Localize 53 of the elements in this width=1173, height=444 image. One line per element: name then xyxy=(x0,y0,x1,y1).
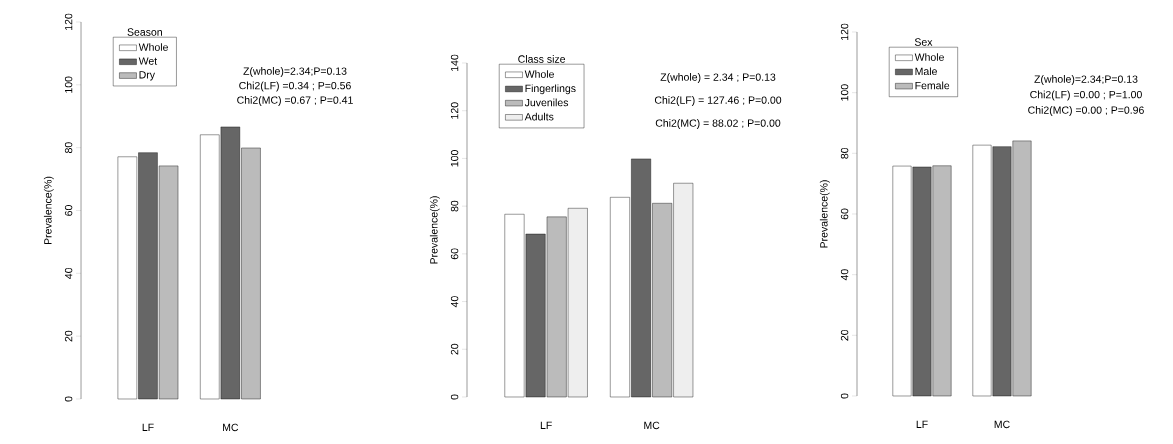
y-tick-label: 120 xyxy=(840,23,849,40)
legend-label: Wet xyxy=(138,57,158,65)
annotation: Chi2(LF) =0.34 ; P=0.56 xyxy=(239,81,351,92)
x-tick-label: MC xyxy=(644,421,660,430)
y-axis-title: Prevalence(%) xyxy=(429,196,440,264)
y-tick-label: 100 xyxy=(450,150,459,167)
y-tick-label: 120 xyxy=(64,13,73,30)
legend-label: Whole xyxy=(524,70,554,78)
legend-label: Fingerlings xyxy=(525,84,576,95)
y-tick-label: 100 xyxy=(840,84,849,101)
annotation: Chi2(LF) = 127.46 ; P=0.00 xyxy=(654,96,782,106)
y-axis-title: Prevalence(%) xyxy=(43,176,54,245)
y-tick-label: 60 xyxy=(64,205,73,216)
y-tick-label: 0 xyxy=(450,394,459,400)
y-tick-label: 80 xyxy=(450,200,459,212)
y-tick-label: 20 xyxy=(64,330,73,342)
legend-label: Male xyxy=(915,67,937,76)
annotation: Chi2(MC) = 88.02 ; P=0.00 xyxy=(655,119,781,129)
annotation: Chi2(LF) =0.00 ; P=1.00 xyxy=(1030,90,1142,101)
y-tick-label: 40 xyxy=(840,269,849,281)
x-tick-label: MC xyxy=(223,423,239,432)
legend-title: Class size xyxy=(518,55,566,63)
y-tick-label: 140 xyxy=(450,54,459,71)
x-tick-label: LF xyxy=(916,420,928,428)
y-tick-label: 100 xyxy=(64,76,73,93)
annotation: Chi2(MC) =0.67 ; P=0.41 xyxy=(237,96,353,106)
legend-label: Adults xyxy=(524,112,554,121)
legend-label: Female xyxy=(915,81,950,90)
y-tick-label: 80 xyxy=(64,142,73,154)
annotation: Chi2(MC) =0.00 ; P=0.96 xyxy=(1028,106,1144,116)
y-tick-label: 60 xyxy=(450,248,459,260)
legend-label: Juveniles xyxy=(524,98,569,107)
y-tick-label: 0 xyxy=(64,396,73,402)
legend-label: Dry xyxy=(139,71,155,81)
legend-label: Whole xyxy=(138,43,168,51)
annotation: Z(whole)=2.34;P=0.13 xyxy=(243,67,347,77)
y-tick-label: 20 xyxy=(450,343,459,355)
y-tick-label: 80 xyxy=(840,147,849,159)
x-tick-label: LF xyxy=(540,421,552,429)
y-tick-label: 40 xyxy=(64,267,73,279)
legend-title: Season xyxy=(127,28,162,36)
annotation: Z(whole) = 2.34 ; P=0.13 xyxy=(660,73,776,83)
y-tick-label: 20 xyxy=(840,329,849,341)
x-tick-label: MC xyxy=(994,420,1010,429)
annotation: Z(whole)=2.34;P=0.13 xyxy=(1034,75,1138,85)
x-tick-label: LF xyxy=(142,423,154,431)
y-tick-label: 120 xyxy=(450,102,459,119)
y-axis-title: Prevalence(%) xyxy=(819,180,830,248)
y-tick-label: 0 xyxy=(840,393,849,399)
legend-label: Whole xyxy=(914,53,944,61)
y-tick-label: 60 xyxy=(840,208,849,220)
legend-title: Sex xyxy=(914,38,933,46)
y-tick-label: 40 xyxy=(450,296,459,308)
